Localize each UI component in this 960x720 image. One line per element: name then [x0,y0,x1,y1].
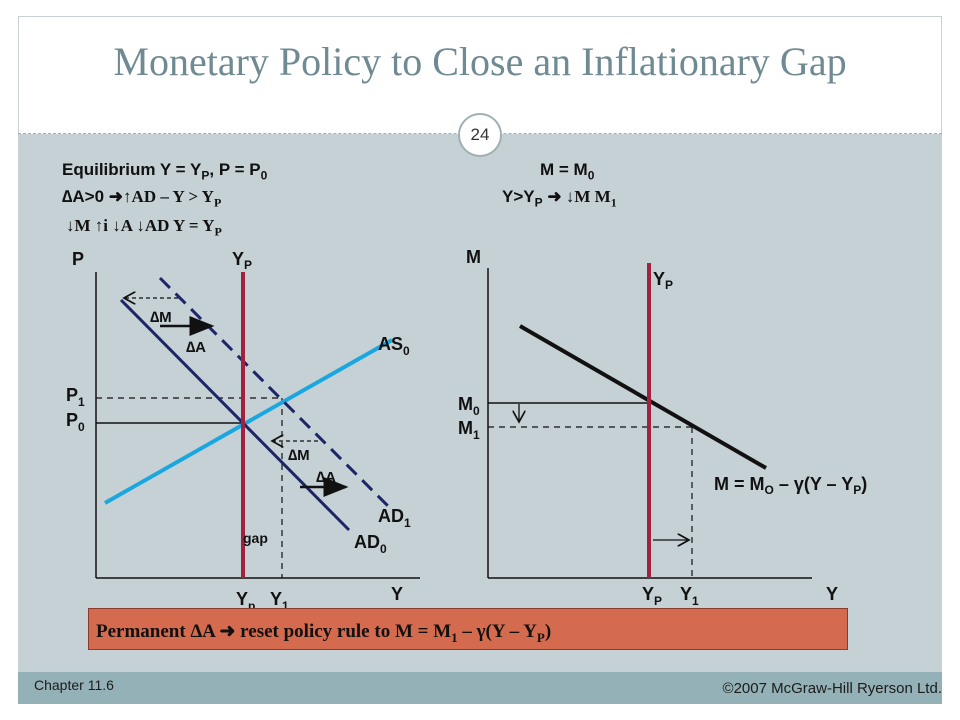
content-area [18,134,942,672]
delta-a-label-bottom: ∆A [316,469,336,486]
slide-title: Monetary Policy to Close an Inflationary… [113,39,847,84]
delta-m-label-top: ∆M [150,309,172,326]
arrow-right-icon: ➜ [547,187,562,206]
right-axis-m-label: M [466,247,481,267]
p1-label: P1 [66,385,85,409]
left-axis-y-label: Y [391,584,403,604]
yp-top-label-left: YP [232,249,252,272]
yp-bottom-label-right: YP [642,584,662,608]
policy-chain: ↓M ↑i ↓A ↓AD Y = YP [66,216,222,239]
y1-bottom-label-right: Y1 [680,584,699,608]
yp-top-label-right: YP [653,269,673,292]
conclusion-banner [88,608,848,650]
chapter-label: Chapter 11.6 [34,677,114,693]
ad0-curve [119,298,351,532]
m1-label: M1 [458,418,480,442]
shock-statement: ∆A>0 ➜↑AD – Y > YP [62,187,222,210]
footer-bar [18,672,942,704]
right-axis-y-label: Y [826,584,838,604]
arrow-right-icon: ➜ [108,187,124,206]
as0-label: AS0 [378,334,410,358]
p0-label: P0 [66,410,85,434]
left-axis-p-label: P [72,249,84,269]
as0-curve [104,338,393,505]
delta-m-label-bottom: ∆M [288,447,310,464]
right-graph: M YP M0 M1 M = MO – γ(Y – YP) YP Y1 Y [458,247,867,608]
policy-response-statement: Y>YP ➜ ↓M M1 [502,187,617,210]
ad1-label: AD1 [378,506,411,530]
y1-bottom-label-left: Y1 [270,589,289,613]
m0-label: M0 [458,394,480,418]
delta-a-label-top: ∆A [186,339,206,356]
slide-number: 24 [458,113,502,157]
yp-bottom-label-left: Yp [236,589,255,613]
copyright-label: ©2007 McGraw-Hill Ryerson Ltd. [722,680,942,697]
policy-rule-curve [519,324,767,470]
policy-rule-label: M = MO – γ(Y – YP) [714,474,867,497]
arrow-right-icon: ➜ [219,621,236,642]
left-graph: P YP ∆M ∆A AS0 P1 P0 ∆M ∆A AD1 AD0 gap Y… [66,249,420,613]
ad0-label: AD0 [354,532,387,556]
title-area [18,16,942,134]
money-supply-statement: M = M0 [540,160,595,183]
equilibrium-statement: Equilibrium Y = YP, P = P0 [62,160,268,183]
conclusion-text: Permanent ∆A ➜ reset policy rule to M = … [96,621,552,645]
gap-label: gap [243,530,268,546]
ad1-curve [158,276,394,512]
